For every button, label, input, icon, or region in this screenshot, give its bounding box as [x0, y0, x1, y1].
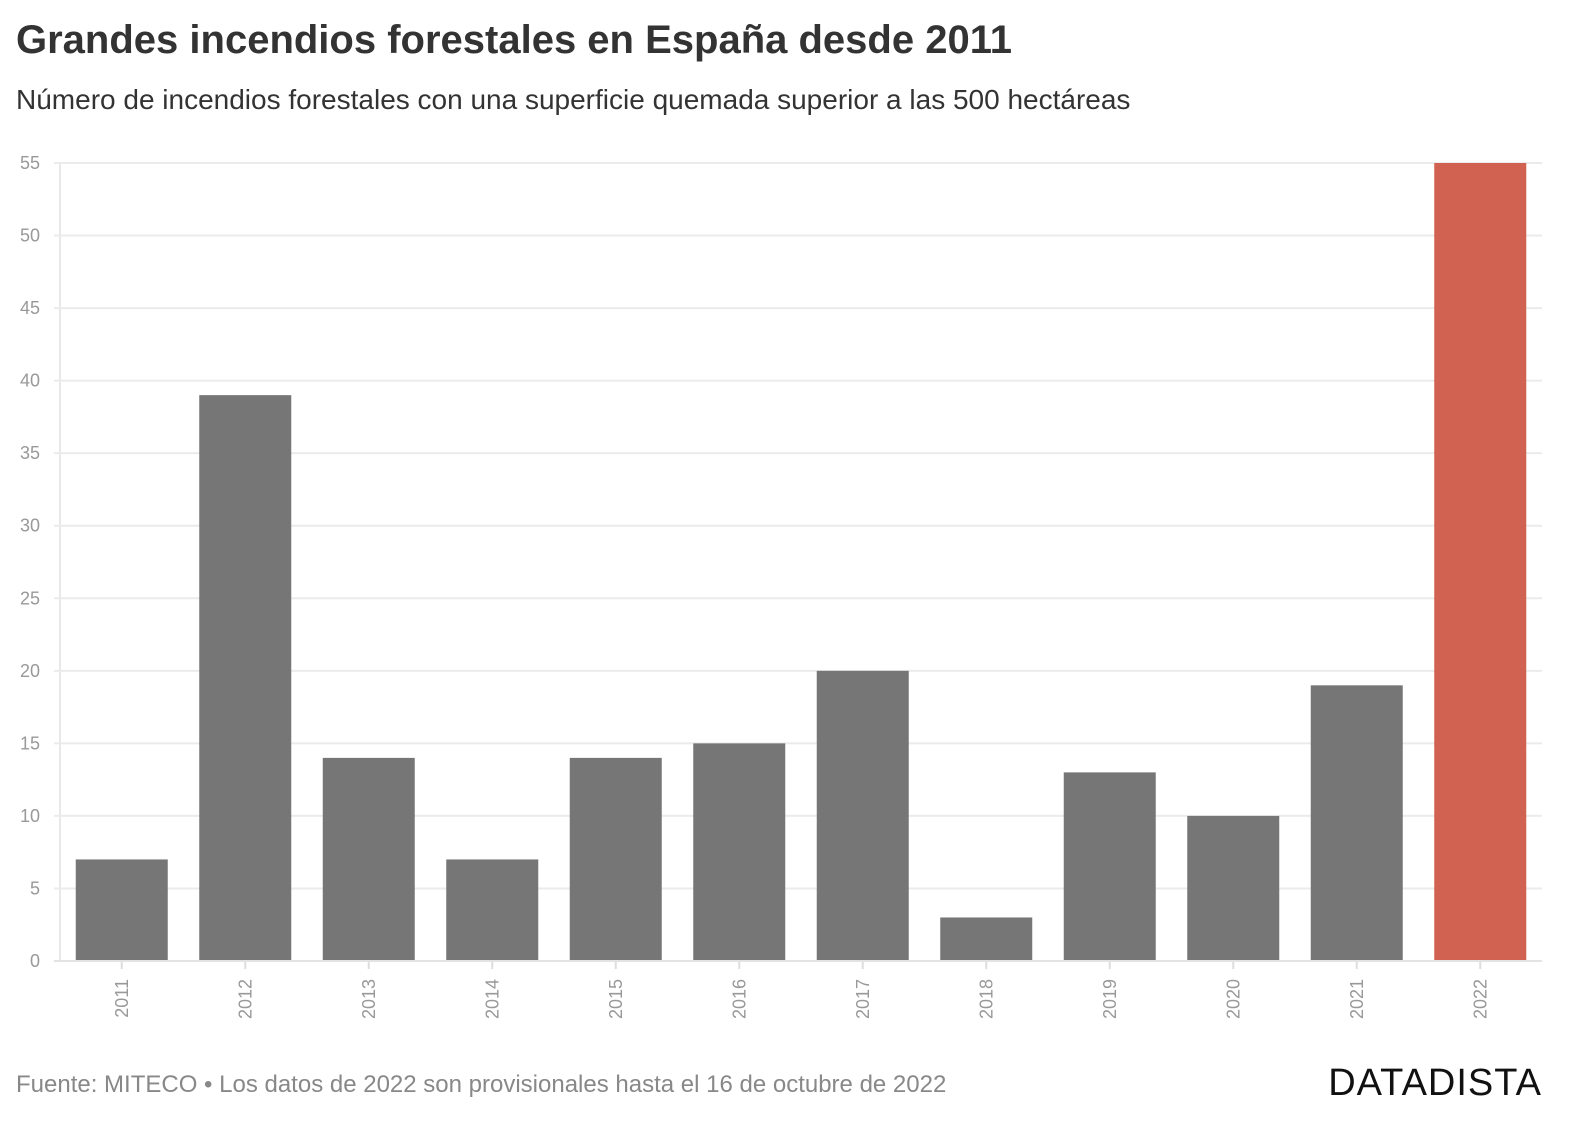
bar-2022: [1434, 163, 1527, 961]
bar-2018: [940, 917, 1033, 961]
x-tick-label: 2013: [359, 979, 379, 1019]
y-tick-label: 10: [20, 806, 40, 826]
x-tick-label: 2014: [482, 979, 502, 1019]
bar-2015: [569, 757, 662, 961]
x-tick-label: 2020: [1223, 979, 1243, 1019]
y-tick-label: 30: [20, 516, 40, 536]
y-tick-label: 15: [20, 733, 40, 753]
y-tick-label: 50: [20, 226, 40, 246]
x-tick-label: 2018: [976, 979, 996, 1019]
bar-2014: [446, 859, 539, 961]
bar-2020: [1187, 815, 1280, 961]
y-axis-ticks: 0 5 10 15 20 25 30 35 40 45 50 55: [20, 153, 40, 971]
y-tick-label: 35: [20, 443, 40, 463]
bar-2017: [816, 670, 909, 961]
bar-2012: [199, 395, 292, 961]
bar-2019: [1063, 772, 1156, 961]
x-tick-label: 2021: [1347, 979, 1367, 1019]
bar-2016: [693, 743, 786, 961]
x-tick-label: 2011: [112, 979, 132, 1018]
y-tick-label: 20: [20, 661, 40, 681]
bars: [75, 163, 1527, 961]
y-tick-label: 0: [30, 951, 40, 971]
brand-logo: DATADISTA: [1328, 1062, 1542, 1104]
x-tick-label: 2016: [729, 979, 749, 1019]
x-tick-label: 2015: [606, 979, 626, 1019]
y-tick-label: 45: [20, 298, 40, 318]
x-tick-label: 2017: [853, 979, 873, 1019]
chart-title: Grandes incendios forestales en España d…: [16, 18, 1012, 62]
gridlines: [54, 162, 1542, 962]
x-tick-label: 2019: [1100, 979, 1120, 1019]
y-tick-label: 40: [20, 371, 40, 391]
x-tick-label: 2022: [1470, 979, 1490, 1019]
bar-2021: [1310, 685, 1403, 961]
y-tick-label: 25: [20, 588, 40, 608]
bar-2011: [75, 859, 168, 961]
y-tick-label: 55: [20, 153, 40, 173]
chart-subtitle: Número de incendios forestales con una s…: [16, 84, 1131, 115]
bar-2013: [322, 757, 415, 961]
x-axis-ticks: 2011 2012 2013 2014 2015 2016 2017 2018 2019 2020…: [54, 960, 1542, 1019]
source-note: Fuente: MITECO • Los datos de 2022 son p…: [16, 1071, 947, 1098]
y-tick-label: 5: [30, 878, 40, 898]
x-tick-label: 2012: [235, 979, 255, 1019]
